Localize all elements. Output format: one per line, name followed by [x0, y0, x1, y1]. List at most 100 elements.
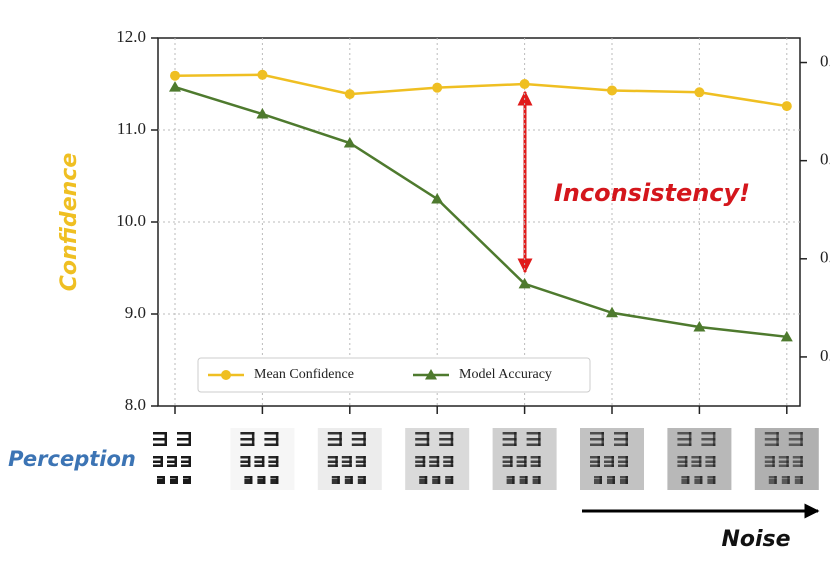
icon-glyph — [502, 432, 517, 435]
icon-glyph — [445, 476, 454, 479]
icon-glyph — [268, 464, 279, 467]
icon-glyph — [516, 456, 527, 459]
icon-glyph — [244, 479, 253, 482]
icon-glyph — [691, 460, 702, 463]
icon-glyph — [268, 456, 279, 459]
y-tick-label: 8.0 — [125, 395, 146, 414]
icon-glyph — [694, 481, 703, 484]
icon-glyph — [514, 432, 517, 446]
x-axis-label: Perception — [8, 447, 136, 471]
icon-glyph — [251, 432, 255, 446]
icon-glyph — [525, 476, 528, 484]
icon-glyph — [249, 476, 253, 484]
data-point — [780, 330, 793, 342]
icon-glyph — [604, 456, 614, 459]
icon-glyph — [502, 460, 513, 463]
icon-glyph — [677, 432, 692, 435]
icon-glyph — [160, 456, 163, 467]
icon-glyph — [705, 456, 716, 459]
icon-glyph — [620, 476, 628, 479]
icon-glyph — [355, 460, 366, 463]
icon-glyph — [415, 438, 430, 441]
icon-glyph — [691, 456, 702, 459]
icon-glyph — [335, 456, 338, 467]
icon-glyph — [625, 456, 628, 467]
icon-glyph — [268, 460, 279, 463]
icon-glyph — [594, 481, 602, 484]
icon-glyph — [177, 438, 191, 441]
icon-glyph — [707, 481, 716, 484]
icon-glyph — [181, 456, 191, 459]
icon-glyph — [614, 438, 628, 441]
icon-glyph — [439, 443, 454, 446]
icon-glyph — [538, 432, 541, 446]
icon-glyph — [707, 479, 716, 482]
y2-tick-label: 0.8 — [820, 51, 830, 70]
icon-glyph — [270, 481, 279, 484]
perception-icon — [143, 428, 207, 490]
icon-glyph — [607, 476, 615, 479]
icon-glyph — [532, 479, 541, 482]
icon-glyph — [787, 476, 790, 484]
icon-glyph — [432, 479, 441, 482]
icon-glyph — [677, 460, 688, 463]
icon-glyph — [768, 479, 777, 482]
icon-glyph — [705, 460, 716, 463]
icon-glyph — [261, 456, 265, 467]
icon-glyph — [153, 438, 167, 441]
icon-glyph — [170, 479, 178, 482]
icon-glyph — [590, 456, 600, 459]
perception-icon — [405, 428, 470, 490]
icon-glyph — [357, 479, 366, 482]
icon-glyph — [432, 481, 441, 484]
icon-glyph — [707, 476, 716, 479]
icon-glyph — [157, 481, 165, 484]
icon-glyph — [188, 456, 191, 467]
icon-glyph — [778, 460, 789, 463]
icon-glyph — [167, 460, 177, 463]
icon-glyph — [597, 456, 600, 467]
icon-glyph — [331, 481, 340, 484]
icon-glyph — [419, 476, 428, 479]
icon-glyph — [327, 460, 338, 463]
perception-icon — [667, 428, 732, 490]
icon-glyph — [788, 438, 803, 441]
icon-glyph — [772, 456, 775, 467]
icon-glyph — [712, 476, 716, 484]
icon-glyph — [264, 432, 279, 435]
noise-label: Noise — [721, 527, 790, 552]
data-point — [431, 192, 444, 204]
icon-glyph — [764, 456, 775, 459]
y2-tick-label: 0.4 — [820, 248, 830, 267]
y2-tick-label: 0.2 — [820, 346, 830, 365]
icon-glyph — [599, 476, 602, 484]
icon-glyph — [188, 432, 191, 446]
y-tick-label: 11.0 — [117, 119, 146, 138]
icon-glyph — [415, 432, 430, 435]
icon-glyph — [524, 456, 527, 467]
icon-glyph — [257, 476, 266, 479]
icon-glyph — [684, 456, 688, 467]
icon-glyph — [341, 456, 352, 459]
icon-glyph — [794, 481, 803, 484]
icon-glyph — [519, 476, 528, 479]
icon-glyph — [506, 481, 515, 484]
icon-glyph — [800, 456, 803, 467]
icon-glyph — [357, 476, 366, 479]
icon-glyph — [532, 481, 541, 484]
data-point — [693, 321, 706, 332]
icon-glyph — [701, 443, 716, 446]
icon-glyph — [275, 456, 279, 467]
icon-glyph — [157, 479, 165, 482]
icon-glyph — [768, 481, 777, 484]
icon-glyph — [510, 456, 513, 467]
icon-glyph — [351, 443, 366, 446]
icon-glyph — [262, 476, 266, 484]
icon-glyph — [625, 432, 628, 446]
icon-glyph — [426, 432, 430, 446]
icon-glyph — [681, 479, 690, 482]
perception-icon — [492, 428, 557, 490]
icon-glyph — [590, 464, 600, 467]
icon-glyph — [620, 481, 628, 484]
icon-glyph — [445, 481, 454, 484]
